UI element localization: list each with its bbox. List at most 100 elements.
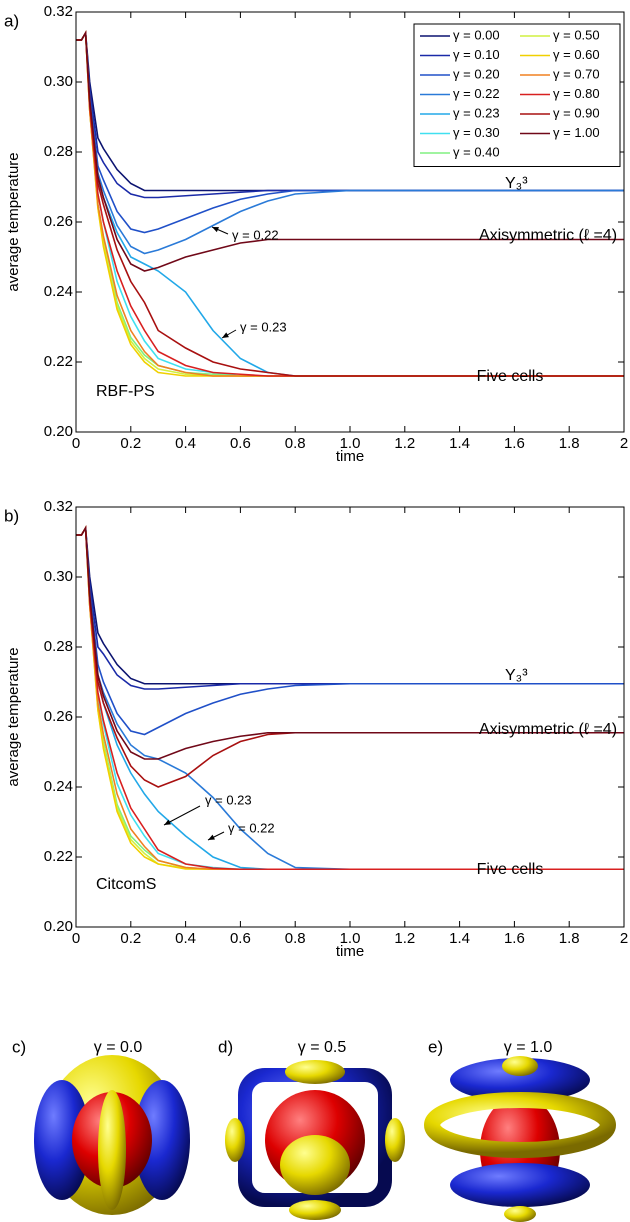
y-tick-label: 0.20 <box>44 423 73 440</box>
y-tick-label: 0.24 <box>44 778 73 795</box>
annotation: Five cells <box>477 368 544 385</box>
series-line <box>76 525 624 871</box>
series-line <box>76 525 624 871</box>
render-d <box>225 1060 405 1220</box>
y-tick-label: 0.26 <box>44 708 73 725</box>
y-tick-label: 0.32 <box>44 498 73 515</box>
x-tick-label: 1.2 <box>394 930 415 947</box>
x-tick-label: 0 <box>72 930 80 947</box>
annotation: γ = 0.22 <box>228 820 275 835</box>
legend-label: γ = 0.40 <box>453 144 500 159</box>
legend-label: γ = 0.30 <box>453 125 500 140</box>
x-tick-label: 2 <box>620 930 628 947</box>
legend-label: γ = 0.10 <box>453 47 500 62</box>
legend-label: γ = 0.90 <box>553 105 600 120</box>
series-line <box>76 525 624 690</box>
x-tick-label: 0.8 <box>285 930 306 947</box>
legend-label: γ = 0.60 <box>553 47 600 62</box>
render-c <box>34 1055 190 1215</box>
legend-label: γ = 0.70 <box>553 66 600 81</box>
series-line <box>76 525 624 685</box>
series-line <box>76 525 624 871</box>
y-axis-label: average temperature <box>5 152 22 291</box>
y-tick-label: 0.26 <box>44 213 73 230</box>
chart: 0 0.2 0.4 0.6 0.8 1.0 1.2 1.4 1.6 1.8 2 0.20 0.22 0.2… <box>4 3 628 465</box>
legend-label: γ = 0.00 <box>453 27 500 42</box>
annotation: RBF-PS <box>96 383 155 400</box>
annotation: γ = 0.22 <box>232 227 279 242</box>
chart: 0 0.2 0.4 0.6 0.8 1.0 1.2 1.4 1.6 1.8 2 0.20 0.22 0.2… <box>4 498 628 960</box>
x-tick-label: 1.6 <box>504 930 525 947</box>
y-tick-label: 0.28 <box>44 143 73 160</box>
annotation: CitcomS <box>96 876 156 893</box>
y-axis-label: average temperature <box>5 647 22 786</box>
plot-frame <box>75 506 625 928</box>
x-tick-label: 1.0 <box>340 435 361 452</box>
series-line <box>76 525 624 871</box>
x-tick-label: 0.8 <box>285 435 306 452</box>
panel-label: b) <box>4 506 19 525</box>
x-axis-label: time <box>336 943 364 960</box>
x-tick-label: 0.2 <box>120 930 141 947</box>
y-tick-label: 0.22 <box>44 848 73 865</box>
annotation: γ = 0.23 <box>240 319 287 334</box>
legend-label: γ = 0.80 <box>553 86 600 101</box>
annotation: Y₃³ <box>505 175 528 192</box>
y-tick-label: 0.24 <box>44 283 73 300</box>
annotation: Axisymmetric (ℓ =4) <box>479 721 617 738</box>
series-line <box>76 525 624 871</box>
panel-label: d) <box>218 1037 233 1056</box>
series-line <box>76 30 624 272</box>
x-tick-label: 0.4 <box>175 435 196 452</box>
x-tick-label: 1.4 <box>449 435 470 452</box>
plot-frame <box>75 11 625 433</box>
x-tick-label: 0.6 <box>230 930 251 947</box>
x-tick-label: 1.2 <box>394 435 415 452</box>
y-tick-label: 0.28 <box>44 638 73 655</box>
legend-label: γ = 0.50 <box>553 27 600 42</box>
y-tick-label: 0.32 <box>44 3 73 20</box>
annotation: γ = 0.23 <box>205 792 252 807</box>
annotation-arrowhead <box>208 834 215 840</box>
series-line <box>76 525 624 871</box>
annotation-arrowhead <box>164 819 171 825</box>
y-tick-label: 0.30 <box>44 73 73 90</box>
panel-title: γ = 0.5 <box>298 1039 347 1056</box>
x-axis-label: time <box>336 448 364 465</box>
legend-label: γ = 0.22 <box>453 86 500 101</box>
panel-title: γ = 1.0 <box>504 1039 553 1056</box>
x-tick-label: 2 <box>620 435 628 452</box>
annotation-arrow <box>163 805 201 826</box>
x-tick-label: 0.4 <box>175 930 196 947</box>
panel-label: e) <box>428 1037 443 1056</box>
x-tick-label: 0.2 <box>120 435 141 452</box>
series-line <box>76 525 624 760</box>
legend-label: γ = 0.23 <box>453 105 500 120</box>
y-tick-label: 0.22 <box>44 353 73 370</box>
y-tick-label: 0.20 <box>44 918 73 935</box>
render-e <box>424 1056 616 1222</box>
annotation: Axisymmetric (ℓ =4) <box>479 227 617 244</box>
x-tick-label: 0 <box>72 435 80 452</box>
x-tick-label: 1.6 <box>504 435 525 452</box>
x-tick-label: 1.8 <box>559 435 580 452</box>
series-line <box>76 525 624 871</box>
series-line <box>76 525 624 788</box>
x-tick-label: 1.0 <box>340 930 361 947</box>
panel-label: c) <box>12 1037 26 1056</box>
x-tick-label: 0.6 <box>230 435 251 452</box>
x-tick-label: 1.8 <box>559 930 580 947</box>
series-line <box>76 525 624 871</box>
annotation: Y₃³ <box>505 667 528 684</box>
annotation-arrowhead <box>222 332 229 338</box>
x-tick-label: 1.4 <box>449 930 470 947</box>
y-tick-label: 0.30 <box>44 568 73 585</box>
panel-label: a) <box>4 11 19 30</box>
legend-label: γ = 1.00 <box>553 125 600 140</box>
annotation-arrowhead <box>212 227 219 233</box>
series-line <box>76 525 624 736</box>
annotation: Five cells <box>477 861 544 878</box>
panel-title: γ = 0.0 <box>94 1039 143 1056</box>
legend-label: γ = 0.20 <box>453 66 500 81</box>
